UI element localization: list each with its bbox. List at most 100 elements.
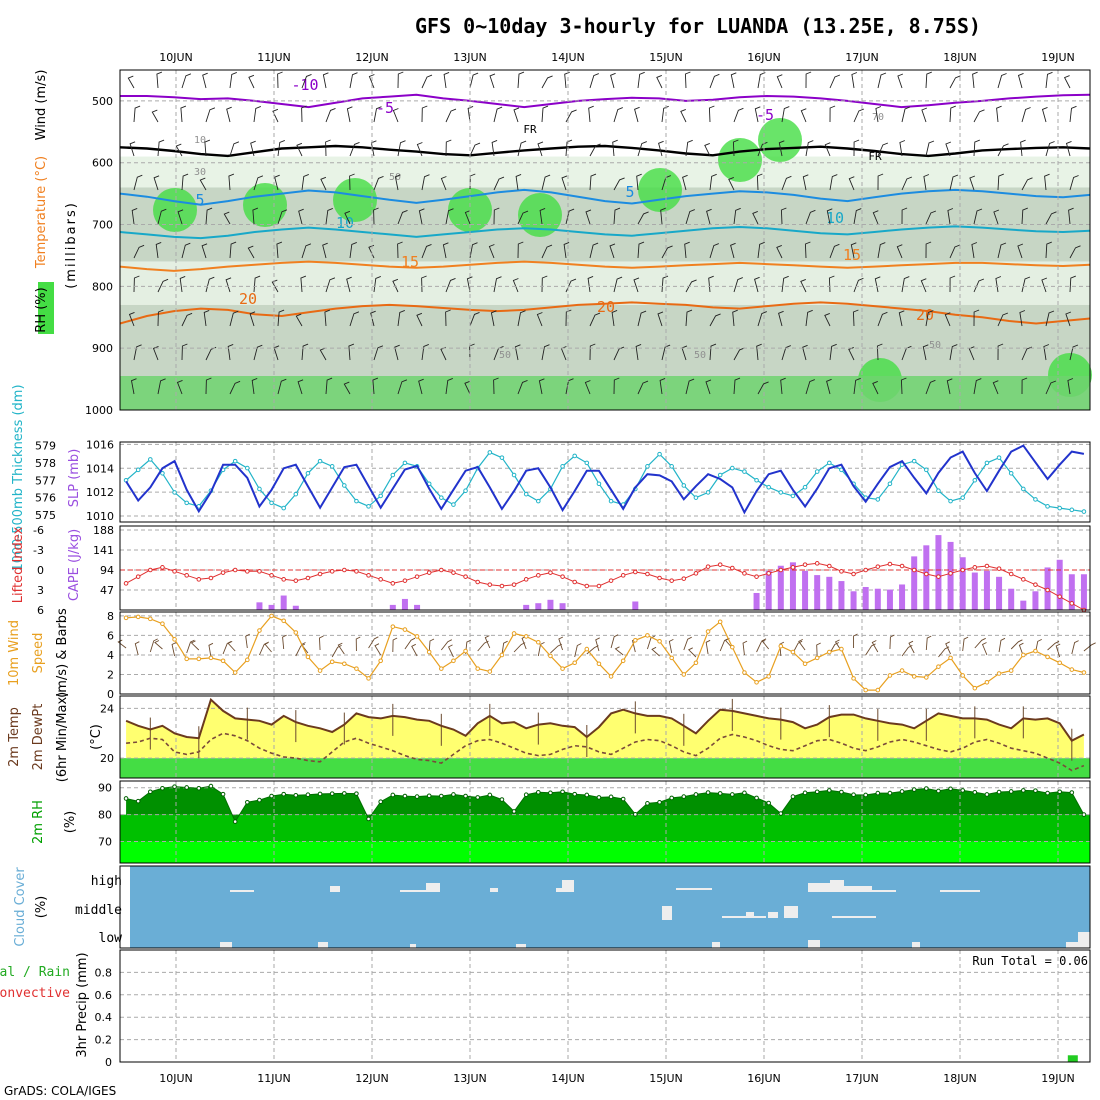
surface-wind-barb — [558, 636, 564, 651]
top-date-label: 15JUN — [649, 51, 683, 64]
li-point — [851, 571, 856, 577]
surface-wind-barb — [501, 640, 508, 656]
rh-patch — [518, 193, 562, 237]
wind-barb — [322, 72, 329, 89]
cape-bar — [971, 572, 978, 610]
wind-barb — [1019, 310, 1026, 327]
wind-barb — [611, 309, 618, 327]
wind-barb — [301, 343, 309, 361]
rh-point — [1008, 789, 1014, 794]
rh-bright-base — [120, 841, 1090, 863]
wind-barb — [295, 313, 303, 327]
surface-wind-barb — [447, 644, 454, 658]
wind-barb — [467, 105, 474, 123]
li-point — [354, 569, 359, 574]
surface-wind-barb — [537, 641, 545, 657]
li-point — [887, 561, 893, 567]
cape-bar — [1032, 591, 1039, 610]
wind-barb — [780, 377, 786, 395]
surface-wind-barb — [1010, 639, 1023, 650]
cloud-patch — [662, 906, 672, 920]
surface-wind-barb — [981, 642, 988, 656]
temp-grid — [120, 696, 1090, 778]
wind-barb — [805, 209, 816, 225]
cape-bar — [789, 562, 796, 610]
wind-barb — [635, 343, 642, 361]
surface-wind-barb — [264, 641, 272, 653]
surface-wind-barb — [1047, 640, 1060, 651]
wind-speed-point — [851, 676, 856, 681]
precip-frame — [119, 949, 1091, 1063]
isotherm-15 — [119, 260, 1091, 272]
wind-barb — [349, 241, 357, 259]
thickness-point — [305, 471, 311, 476]
thickness-point — [499, 455, 505, 460]
surface-wind-barb — [908, 640, 915, 654]
wind-barb — [181, 242, 191, 259]
thickness-point — [911, 458, 917, 464]
wind-barb — [297, 379, 304, 395]
slp-tick-label: 1016 — [86, 438, 114, 451]
thickness-point — [778, 490, 784, 495]
wind-barb — [660, 207, 666, 225]
wind-barb — [205, 276, 215, 293]
isotherm-label: -5 — [756, 106, 774, 124]
cape-tick-label: 47 — [100, 584, 114, 597]
wind-barb — [489, 73, 496, 89]
li-point — [1033, 582, 1038, 587]
isotherm-label: 10 — [826, 209, 844, 227]
rh-point — [1021, 788, 1026, 793]
li-point — [972, 565, 978, 570]
wind-speed-point — [342, 661, 347, 667]
wind-barb — [229, 380, 241, 395]
li-point — [608, 578, 614, 583]
wind-barb — [732, 309, 738, 327]
wind-barb — [589, 343, 596, 361]
wind-barb — [1065, 311, 1072, 327]
wind-barb — [920, 278, 927, 293]
cape-bar — [996, 576, 1003, 610]
wind-barb — [708, 275, 714, 293]
ylabel-minmax: (6hr Min/Max) — [55, 692, 70, 782]
wind-barb — [1045, 211, 1057, 225]
li-point — [293, 578, 299, 583]
li-point — [560, 574, 565, 579]
li-point — [802, 562, 808, 567]
wind-speed-point — [329, 659, 335, 665]
wind-speed-point — [814, 655, 820, 661]
bottom-date-label: 18JUN — [943, 1072, 977, 1085]
wind-barb — [445, 108, 457, 123]
wind-barb — [153, 175, 160, 191]
cape-bar — [862, 587, 869, 610]
rh-point — [620, 796, 626, 802]
surface-wind-barb — [1071, 640, 1079, 655]
li-point — [269, 573, 274, 578]
slp-frame — [119, 441, 1091, 523]
wind-barb — [421, 174, 430, 191]
rh-point — [196, 785, 202, 791]
li-point — [148, 567, 153, 573]
wind-speed-point — [536, 639, 541, 645]
surface-wind-barb — [871, 640, 879, 653]
wind-barb — [416, 142, 423, 157]
wind-barb — [445, 139, 452, 157]
wind-speed-point — [560, 666, 565, 671]
li-tick-label: 6 — [37, 604, 44, 617]
surface-wind-barb — [761, 638, 770, 650]
thickness-point — [135, 467, 141, 473]
thickness-point — [730, 465, 735, 471]
bottom-date-label: 12JUN — [355, 1072, 389, 1085]
rh-point — [827, 788, 832, 793]
li-point — [730, 565, 735, 571]
rh-point — [572, 791, 577, 797]
wind-tick-label: 6 — [107, 629, 114, 642]
surface-wind-barb — [901, 644, 913, 657]
wind-barb — [277, 139, 285, 157]
wind-barb — [349, 72, 358, 89]
wind-barb — [129, 141, 136, 157]
wind-barb — [589, 312, 601, 327]
thickness-point — [317, 458, 323, 464]
wind-speed-point — [548, 653, 553, 659]
rh-point — [669, 795, 674, 801]
